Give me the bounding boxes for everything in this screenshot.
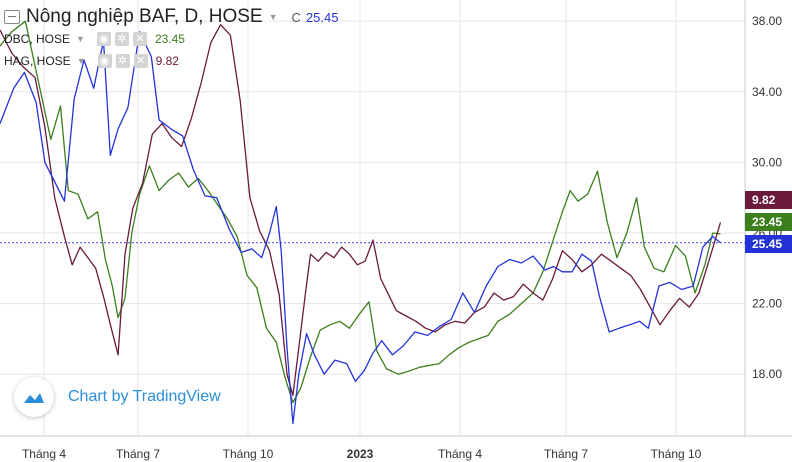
grid	[0, 0, 745, 436]
last-value-labels: 9.82 23.45 25.45	[745, 191, 792, 253]
gear-icon[interactable]: ✲	[114, 32, 129, 46]
last-value-badge-hag	[745, 191, 792, 209]
series-line-baf[interactable]	[0, 31, 721, 425]
legend-row-dbc: DBC, HOSE ▼ ◉ ✲ ✕ 23.45	[4, 28, 338, 50]
x-tick-label: Tháng 4	[22, 447, 66, 461]
last-value-badge-baf	[745, 235, 792, 253]
x-tick-label: Tháng 10	[223, 447, 274, 461]
series-value: 9.82	[155, 54, 179, 68]
legend-main: Nông nghiệp BAF, D, HOSE ▼ C 25.45	[4, 6, 338, 28]
series-line-hag[interactable]	[0, 24, 722, 397]
close-icon[interactable]: ✕	[133, 54, 148, 68]
cloud-chart-icon	[24, 393, 44, 403]
tradingview-logo	[14, 377, 54, 417]
eye-icon[interactable]: ◉	[96, 32, 111, 46]
y-tick-label: 18.00	[752, 367, 782, 381]
series-name[interactable]: DBC, HOSE	[4, 32, 71, 46]
series-value: 23.45	[154, 32, 185, 46]
legend-row-hag: HAG, HOSE ▼ ◉ ✲ ✕ 9.82	[4, 50, 338, 72]
x-tick-label: Tháng 4	[438, 447, 482, 461]
time-axis[interactable]: Tháng 4 Tháng 7 Tháng 10 2023 Tháng 4 Tháng 7…	[22, 447, 702, 461]
y-tick-label: 22.00	[752, 297, 782, 311]
y-tick-label: 30.00	[752, 155, 782, 169]
y-tick-label: 38.00	[752, 14, 782, 28]
last-value-label: 9.82	[752, 193, 776, 207]
caret-down-icon[interactable]: ▼	[76, 56, 86, 66]
gear-icon[interactable]: ✲	[115, 54, 130, 68]
main-symbol-title[interactable]: Nông nghiệp BAF, D, HOSE	[26, 6, 263, 27]
close-icon[interactable]: ✕	[132, 32, 147, 46]
y-tick-label: 34.00	[752, 85, 782, 99]
x-tick-label: Tháng 10	[651, 447, 702, 461]
legend: Nông nghiệp BAF, D, HOSE ▼ C 25.45 DBC, …	[4, 6, 338, 72]
last-value-badge-dbc	[745, 213, 792, 231]
tradingview-watermark[interactable]: Chart by TradingView	[14, 377, 221, 417]
last-value-label: 25.45	[752, 237, 782, 251]
collapse-icon[interactable]	[4, 10, 20, 24]
last-value-label: 23.45	[752, 215, 782, 229]
x-tick-label-year: 2023	[347, 447, 374, 461]
caret-down-icon[interactable]: ▼	[268, 12, 278, 22]
close-label: C	[291, 9, 301, 25]
x-tick-label: Tháng 7	[116, 447, 160, 461]
x-tick-label: Tháng 7	[544, 447, 588, 461]
main-close-value: 25.45	[305, 9, 339, 25]
series-name[interactable]: HAG, HOSE	[4, 54, 71, 68]
eye-icon[interactable]: ◉	[97, 54, 112, 68]
caret-down-icon[interactable]: ▼	[76, 34, 85, 44]
series-layer	[0, 20, 722, 425]
watermark-text: Chart by TradingView	[68, 388, 221, 405]
